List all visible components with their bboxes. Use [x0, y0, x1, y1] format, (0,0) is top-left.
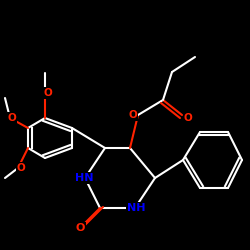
Text: O: O	[16, 163, 26, 173]
Text: NH: NH	[127, 203, 145, 213]
Text: O: O	[8, 113, 16, 123]
Text: O: O	[184, 113, 192, 123]
Text: O: O	[44, 88, 52, 98]
Text: HN: HN	[75, 173, 93, 183]
Text: O: O	[128, 110, 138, 120]
Text: O: O	[75, 223, 85, 233]
